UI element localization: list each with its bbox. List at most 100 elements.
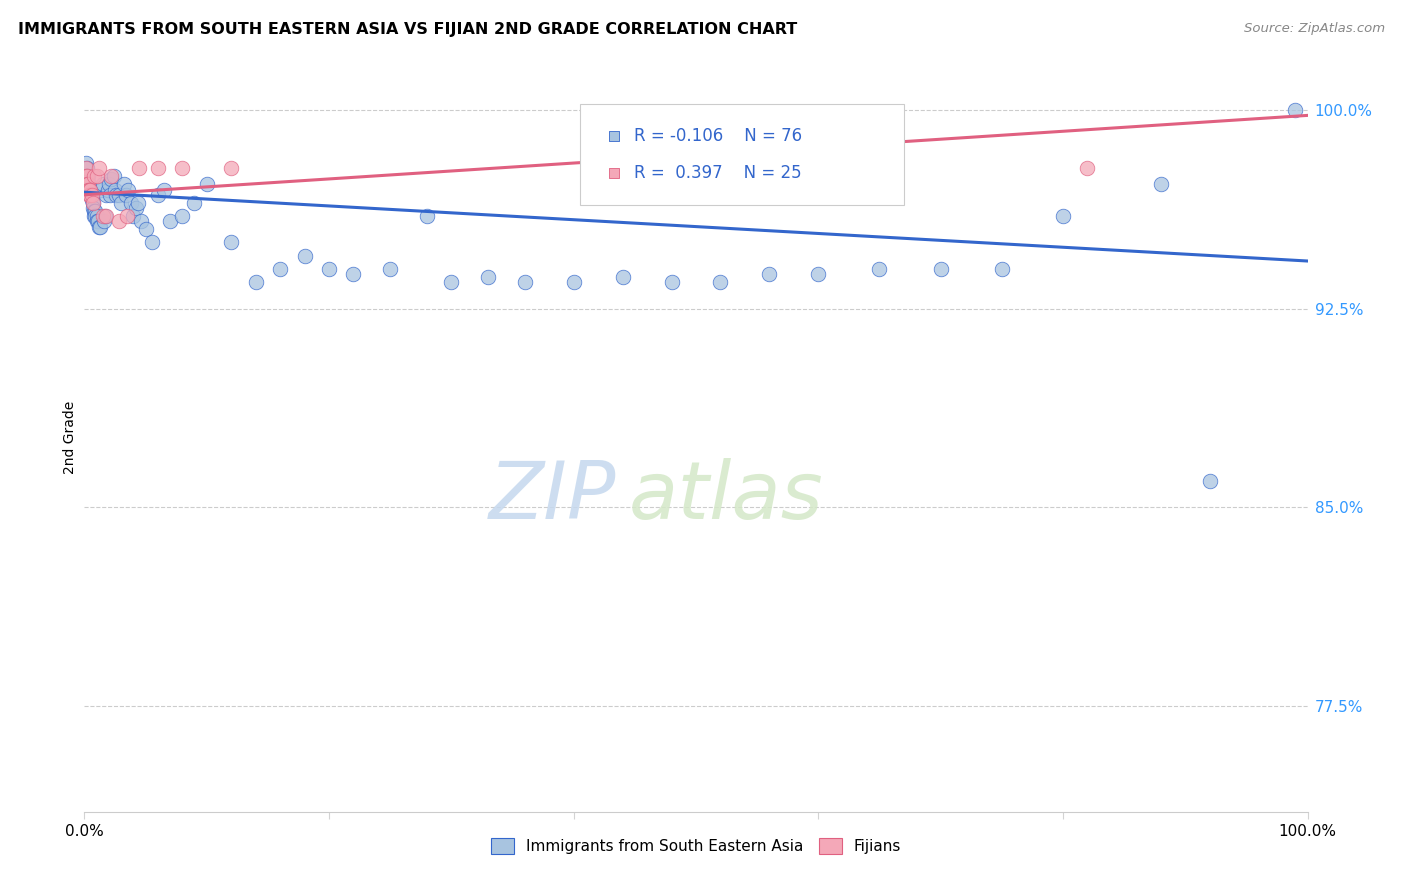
- Point: [110, 195, 132, 210]
- Point: [1076, 161, 1098, 176]
- Point: [96, 187, 118, 202]
- Point: [87, 214, 110, 228]
- Point: [82, 195, 104, 210]
- Point: [129, 214, 152, 228]
- Point: [661, 275, 683, 289]
- Point: [125, 201, 148, 215]
- Point: [75, 156, 97, 170]
- Point: [79, 187, 101, 202]
- Point: [77, 182, 100, 196]
- Point: [100, 169, 122, 184]
- Point: [83, 169, 105, 184]
- Point: [76, 169, 98, 184]
- Point: [183, 195, 205, 210]
- Point: [79, 187, 101, 202]
- Point: [86, 169, 108, 184]
- Point: [91, 209, 114, 223]
- Point: [77, 178, 100, 192]
- Point: [172, 161, 194, 176]
- Point: [84, 203, 107, 218]
- Point: [991, 262, 1014, 277]
- Point: [82, 201, 104, 215]
- Point: [94, 209, 117, 223]
- Point: [96, 209, 118, 223]
- Point: [1284, 103, 1306, 117]
- Point: [440, 275, 463, 289]
- Point: [104, 182, 127, 196]
- Point: [75, 161, 97, 176]
- Text: ZIP: ZIP: [489, 458, 616, 536]
- FancyBboxPatch shape: [579, 103, 904, 205]
- Point: [869, 262, 891, 277]
- Point: [219, 235, 242, 250]
- Point: [1198, 474, 1220, 488]
- Point: [77, 178, 100, 192]
- Point: [758, 267, 780, 281]
- Point: [76, 169, 98, 184]
- Point: [107, 214, 129, 228]
- Point: [1150, 178, 1173, 192]
- Point: [146, 187, 169, 202]
- Point: [195, 178, 218, 192]
- Point: [115, 209, 138, 223]
- Point: [80, 187, 103, 202]
- Point: [294, 249, 316, 263]
- Point: [603, 362, 626, 376]
- Point: [612, 269, 634, 284]
- Point: [562, 275, 585, 289]
- Y-axis label: 2nd Grade: 2nd Grade: [63, 401, 77, 474]
- Point: [83, 209, 105, 223]
- Point: [929, 262, 952, 277]
- Point: [79, 182, 101, 196]
- Point: [76, 161, 98, 176]
- Text: Source: ZipAtlas.com: Source: ZipAtlas.com: [1244, 22, 1385, 36]
- Point: [77, 185, 100, 199]
- Point: [100, 172, 122, 186]
- Point: [91, 178, 114, 192]
- Point: [82, 195, 104, 210]
- Text: R =  0.397    N = 25: R = 0.397 N = 25: [634, 163, 801, 182]
- Point: [416, 209, 439, 223]
- Point: [709, 275, 731, 289]
- Point: [115, 187, 138, 202]
- Point: [122, 209, 145, 223]
- Point: [120, 195, 142, 210]
- Text: IMMIGRANTS FROM SOUTH EASTERN ASIA VS FIJIAN 2ND GRADE CORRELATION CHART: IMMIGRANTS FROM SOUTH EASTERN ASIA VS FI…: [18, 22, 797, 37]
- Point: [127, 195, 149, 210]
- Point: [159, 214, 181, 228]
- Point: [269, 262, 291, 277]
- Point: [107, 187, 129, 202]
- Point: [80, 193, 103, 207]
- Point: [86, 209, 108, 223]
- Point: [172, 209, 194, 223]
- Point: [477, 269, 499, 284]
- Point: [76, 178, 98, 192]
- Point: [77, 187, 100, 202]
- Point: [603, 492, 626, 507]
- Point: [105, 187, 128, 202]
- Point: [146, 161, 169, 176]
- Point: [93, 214, 115, 228]
- Point: [97, 178, 120, 192]
- Point: [77, 169, 100, 184]
- Point: [75, 169, 97, 184]
- Legend: Immigrants from South Eastern Asia, Fijians: Immigrants from South Eastern Asia, Fiji…: [485, 832, 907, 860]
- Point: [79, 182, 101, 196]
- Point: [112, 178, 135, 192]
- Point: [90, 182, 112, 196]
- Point: [77, 182, 100, 196]
- Point: [245, 275, 267, 289]
- Point: [87, 161, 110, 176]
- Point: [807, 267, 830, 281]
- Point: [83, 203, 105, 218]
- Point: [342, 267, 364, 281]
- Point: [98, 187, 121, 202]
- Point: [86, 214, 108, 228]
- Text: R = -0.106    N = 76: R = -0.106 N = 76: [634, 127, 801, 145]
- Point: [513, 275, 536, 289]
- Point: [1052, 209, 1074, 223]
- Point: [89, 219, 111, 234]
- Point: [117, 182, 139, 196]
- Point: [135, 222, 157, 236]
- Point: [77, 178, 100, 192]
